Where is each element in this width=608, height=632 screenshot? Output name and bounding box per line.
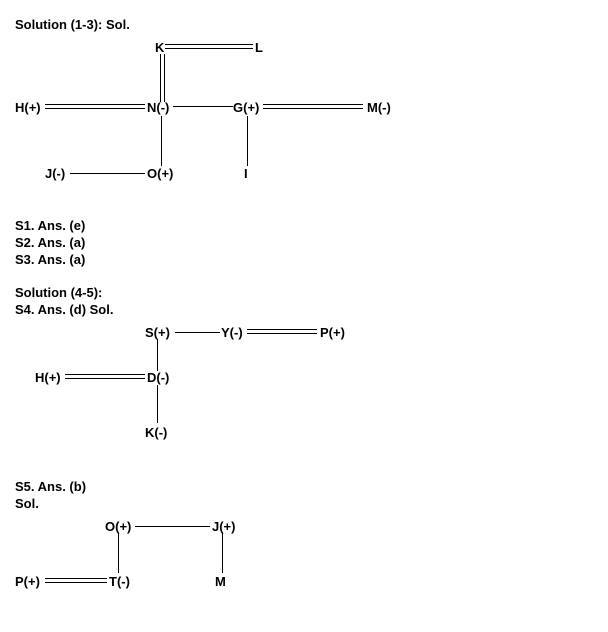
solution-1-3-header: Solution (1-3): Sol. <box>15 17 593 32</box>
d3-edge-O-T <box>118 533 119 573</box>
s2-answer: S2. Ans. (a) <box>15 235 593 250</box>
d3-M: M <box>215 574 226 589</box>
d2-edge-D-K <box>157 385 158 423</box>
d1-H: H(+) <box>15 100 41 115</box>
s4-answer: S4. Ans. (d) Sol. <box>15 302 593 317</box>
d1-N: N(-) <box>147 100 169 115</box>
diagram-2: S(+) Y(-) P(+) H(+) D(-) K(-) <box>15 325 593 455</box>
d1-K: K <box>155 40 164 55</box>
d3-T: T(-) <box>109 574 130 589</box>
d3-edge-O-J <box>135 526 210 527</box>
d1-edge-N-G <box>173 106 233 107</box>
s1-answer: S1. Ans. (e) <box>15 218 593 233</box>
d2-D: D(-) <box>147 370 169 385</box>
d1-edge-G-I <box>247 116 248 166</box>
d1-edge-N-O <box>161 116 162 166</box>
d1-I: I <box>244 166 248 181</box>
d2-edge-Y-P <box>247 329 317 334</box>
d1-edge-J-O <box>70 173 145 174</box>
d2-S: S(+) <box>145 325 170 340</box>
d2-P: P(+) <box>320 325 345 340</box>
d1-J: J(-) <box>45 166 65 181</box>
d1-edge-G-M <box>263 104 363 109</box>
s5-answer: S5. Ans. (b) <box>15 479 593 494</box>
s5-sol: Sol. <box>15 496 593 511</box>
d2-H: H(+) <box>35 370 61 385</box>
diagram-3: O(+) J(+) P(+) T(-) M <box>15 519 593 609</box>
d2-edge-S-D <box>157 339 158 371</box>
d3-P: P(+) <box>15 574 40 589</box>
d1-edge-K-L <box>165 44 253 49</box>
d2-edge-S-Y <box>175 332 220 333</box>
d1-edge-H-N <box>45 104 145 109</box>
d2-Y: Y(-) <box>221 325 243 340</box>
s3-answer: S3. Ans. (a) <box>15 252 593 267</box>
d1-L: L <box>255 40 263 55</box>
d1-M: M(-) <box>367 100 391 115</box>
d1-edge-K-N <box>160 54 165 102</box>
d2-edge-H-D <box>65 374 145 379</box>
diagram-1: K L H(+) N(-) G(+) M(-) J(-) O(+) I <box>15 40 593 210</box>
d1-G: G(+) <box>233 100 259 115</box>
d3-O: O(+) <box>105 519 131 534</box>
d3-edge-J-M <box>222 533 223 573</box>
d2-K: K(-) <box>145 425 167 440</box>
d1-O: O(+) <box>147 166 173 181</box>
d3-edge-P-T <box>45 578 107 583</box>
d3-J: J(+) <box>212 519 235 534</box>
solution-4-5-header: Solution (4-5): <box>15 285 593 300</box>
